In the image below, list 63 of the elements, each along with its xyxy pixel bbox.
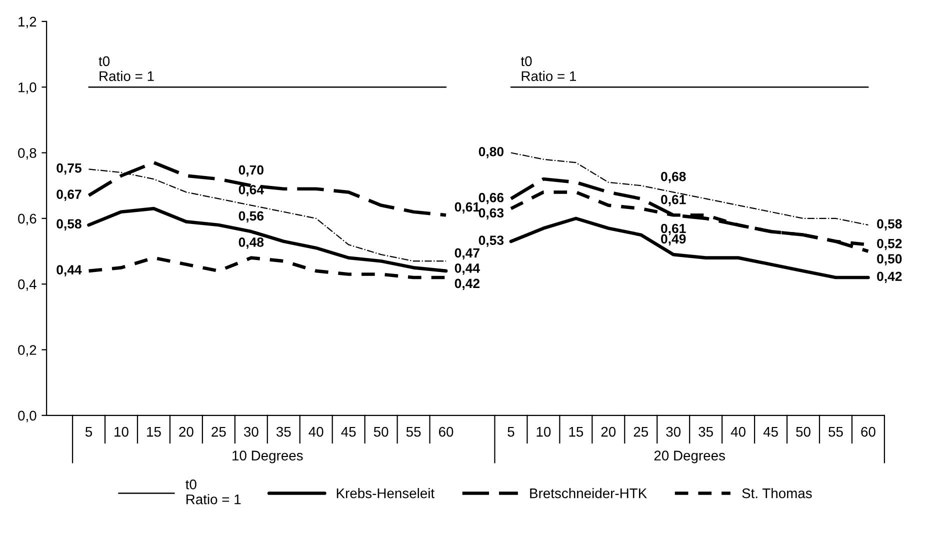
- data-label: 0,58: [877, 219, 902, 230]
- x-tick-label: 35: [276, 426, 291, 437]
- data-label: 0,63: [478, 208, 504, 220]
- x-tick-label: 50: [374, 426, 388, 437]
- x-tick-label: 10: [114, 426, 128, 437]
- x-tick-label: 20: [601, 426, 616, 437]
- data-label: 0,47: [454, 248, 480, 260]
- y-tick-label: 0,0: [18, 410, 36, 422]
- text: 10 Degrees: [232, 450, 303, 464]
- data-label: 0,42: [877, 272, 902, 283]
- x-tick-label: 30: [244, 426, 258, 437]
- data-label: 0,80: [478, 146, 504, 158]
- legend-label: Krebs-Henseleit: [336, 488, 434, 498]
- data-label: 0,44: [454, 264, 480, 275]
- x-tick-label: 10: [536, 426, 551, 437]
- x-tick-label: 35: [698, 426, 713, 437]
- data-label: 0,48: [238, 238, 264, 249]
- x-tick-label: 5: [85, 427, 92, 437]
- data-label: 0,52: [877, 238, 902, 250]
- x-tick-label: 50: [796, 426, 810, 437]
- y-tick-label: 1,0: [18, 82, 36, 94]
- x-tick-label: 15: [147, 427, 161, 437]
- x-tick-label: 5: [508, 427, 514, 437]
- data-label: 0,75: [56, 163, 82, 175]
- x-tick-label: 55: [828, 427, 843, 437]
- x-tick-label: 60: [861, 426, 876, 437]
- legend-label: Bretschneider-HTK: [530, 488, 647, 498]
- x-tick-label: 25: [212, 426, 226, 437]
- legend-label: St. Thomas: [742, 488, 812, 498]
- text: 20 Degrees: [654, 450, 725, 464]
- data-label: 0,50: [877, 254, 902, 266]
- data-label: 0,66: [478, 192, 504, 204]
- y-tick-label: 0,2: [18, 345, 36, 357]
- annotation: t0 Ratio = 1: [520, 56, 576, 82]
- data-label: 0,49: [661, 234, 686, 246]
- x-tick-label: 55: [406, 427, 421, 437]
- data-label: 0,70: [238, 165, 264, 177]
- data-label: 0,61: [454, 202, 480, 214]
- y-tick-label: 0,6: [18, 214, 36, 226]
- y-tick-label: 0,8: [18, 148, 36, 160]
- data-label: 0,68: [661, 172, 686, 184]
- y-tick-label: 0,4: [18, 279, 36, 291]
- x-tick-label: 40: [730, 426, 746, 437]
- data-label: 0,44: [56, 265, 82, 276]
- x-tick-label: 25: [634, 426, 648, 437]
- data-label: 0,67: [56, 190, 82, 201]
- data-label: 0,64: [238, 185, 264, 196]
- data-label: 0,53: [478, 236, 504, 247]
- data-label: 0,61: [661, 194, 686, 206]
- x-tick-label: 45: [341, 427, 356, 437]
- legend-label: t0 Ratio = 1: [186, 479, 241, 504]
- data-label: 0,58: [56, 219, 82, 230]
- x-tick-label: 20: [179, 426, 194, 437]
- x-tick-label: 15: [569, 427, 584, 437]
- x-tick-label: 60: [438, 426, 454, 437]
- data-label: 0,42: [454, 278, 480, 290]
- data-label: 0,56: [238, 211, 264, 223]
- annotation: t0 Ratio = 1: [98, 56, 154, 82]
- y-tick-label: 1,2: [18, 16, 36, 28]
- x-tick-label: 45: [763, 427, 778, 437]
- data-label: 0,61: [661, 224, 686, 236]
- x-tick-label: 30: [666, 426, 681, 437]
- x-tick-label: 40: [308, 426, 324, 437]
